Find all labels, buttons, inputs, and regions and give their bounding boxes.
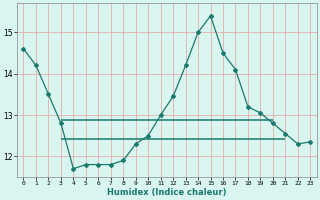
X-axis label: Humidex (Indice chaleur): Humidex (Indice chaleur): [107, 188, 227, 197]
